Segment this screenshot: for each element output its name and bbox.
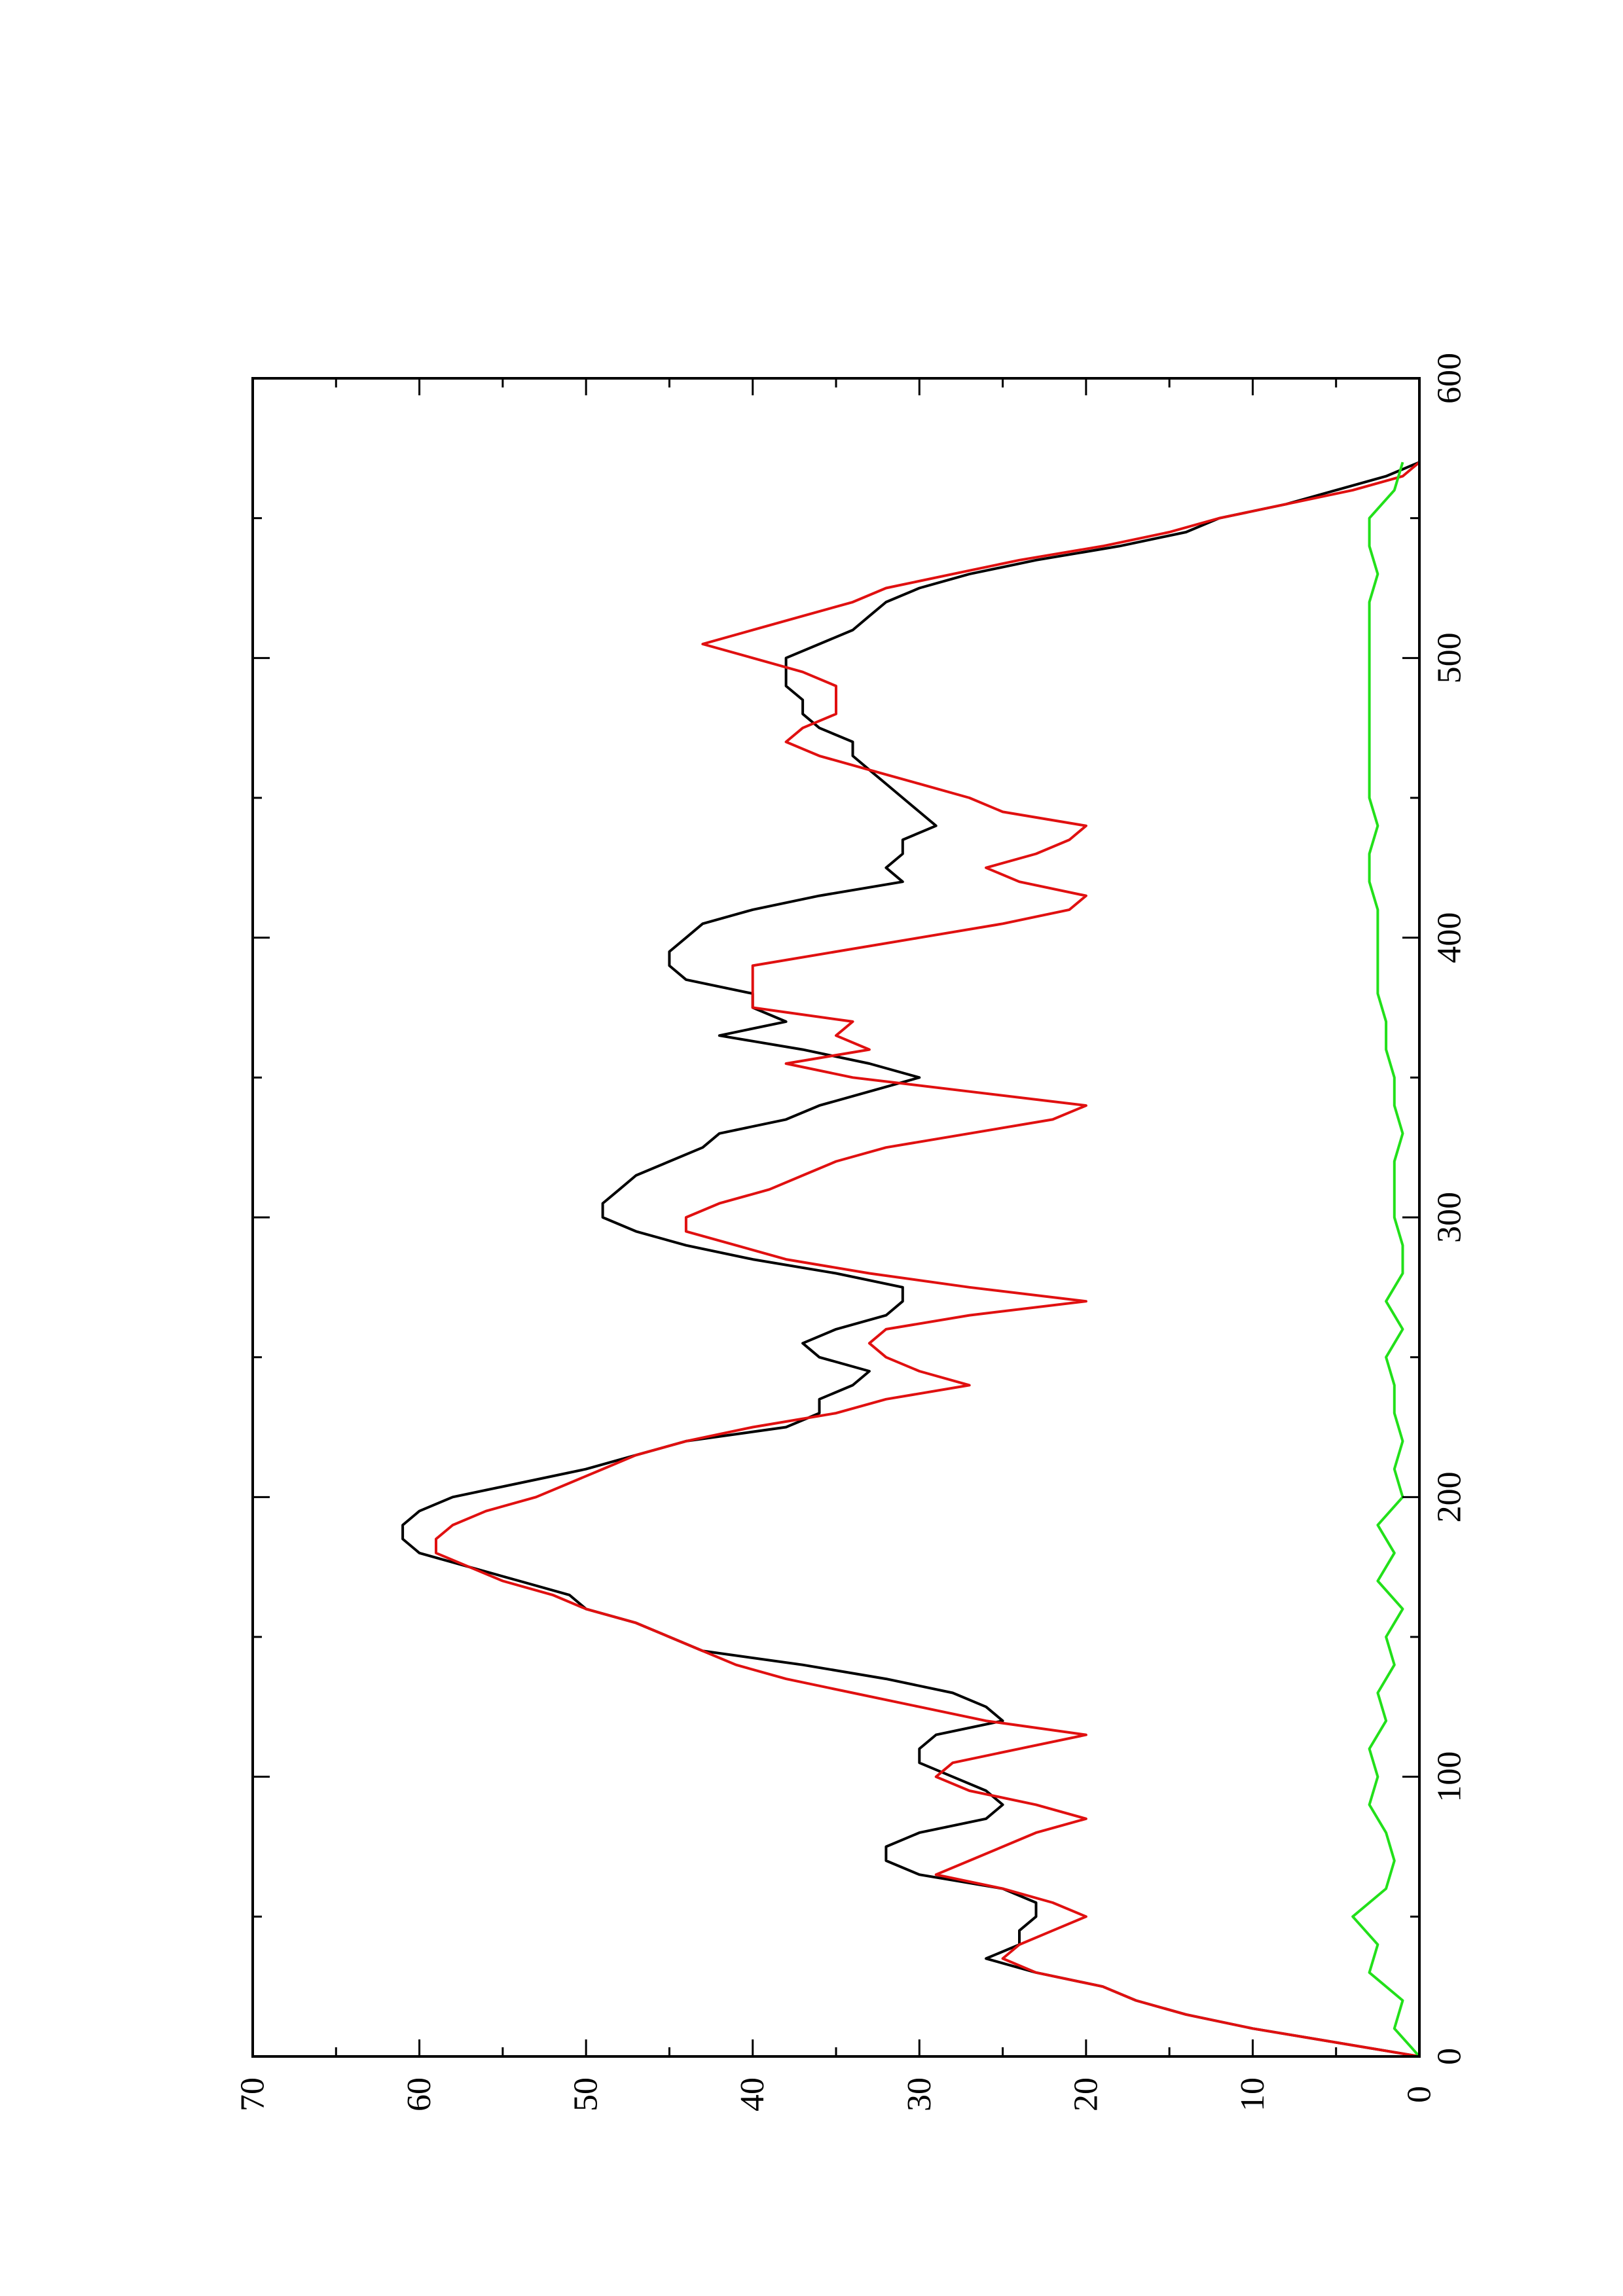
x-tick-label: 100 — [1431, 1751, 1468, 1803]
series-line-1 — [401, 461, 1420, 2058]
y-tick-label: 10 — [1234, 2077, 1271, 2111]
series-layer — [401, 461, 1421, 2058]
y-tick-label: 50 — [568, 2077, 605, 2111]
x-tick-label: 400 — [1431, 912, 1468, 963]
x-tick-label: 0 — [1431, 2048, 1468, 2065]
series-line-3 — [1351, 461, 1421, 2058]
series-line-2 — [435, 461, 1421, 2058]
x-tick-label: 600 — [1431, 353, 1468, 404]
x-tick-label: 300 — [1431, 1192, 1468, 1243]
y-tick-label: 30 — [901, 2077, 938, 2111]
y-tick-label: 40 — [734, 2077, 771, 2111]
y-tick-label: 20 — [1067, 2077, 1104, 2111]
x-tick-label: 500 — [1431, 632, 1468, 683]
ticks-layer — [251, 377, 1421, 2058]
y-tick-label: 60 — [401, 2077, 438, 2111]
y-tick-label: 0 — [1401, 2086, 1438, 2103]
plot-frame — [251, 377, 1421, 2058]
tick-labels-layer: 0 100 200 300 400 500 600 0 10 20 30 40 50 60 70 — [234, 353, 1468, 2111]
x-tick-label: 200 — [1431, 1471, 1468, 1522]
y-tick-label: 70 — [234, 2077, 272, 2111]
